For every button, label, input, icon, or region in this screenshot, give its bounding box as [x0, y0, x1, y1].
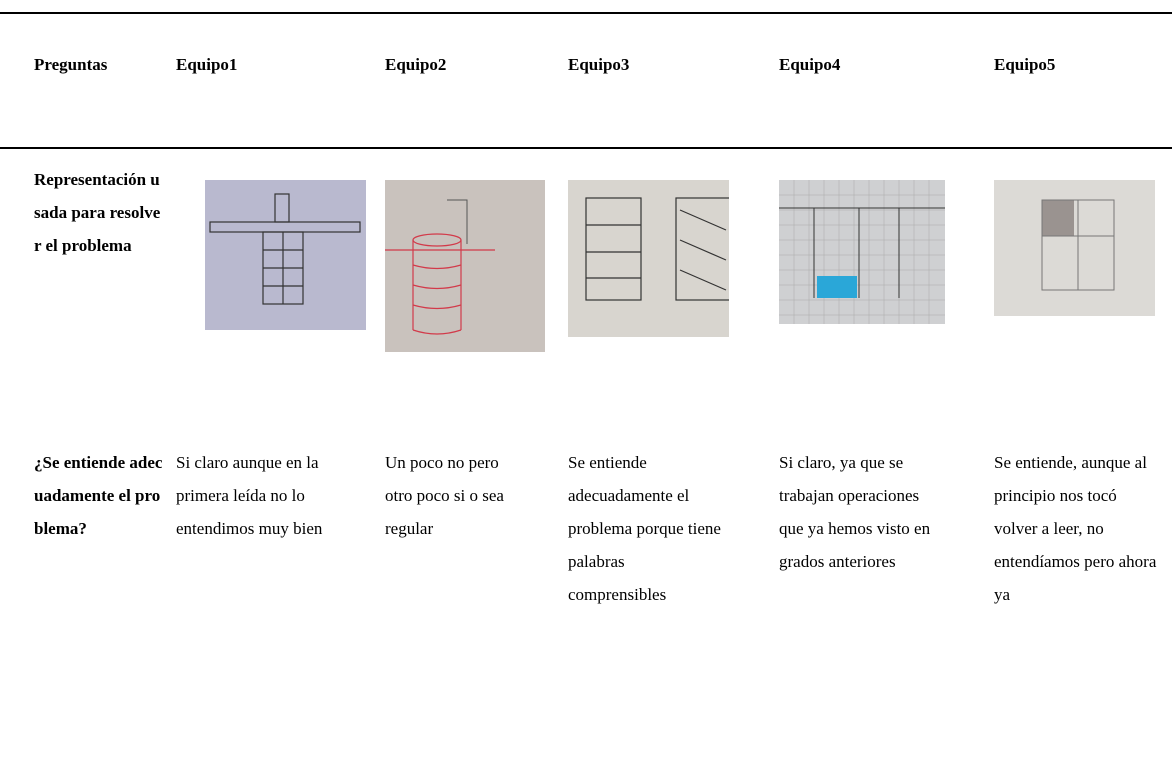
sketch-image: [205, 180, 366, 330]
sketch-image: [568, 180, 729, 337]
sketch-image: [994, 180, 1155, 316]
cell: Si claro, ya que se trabajan operaciones…: [779, 453, 931, 571]
header-cell: Equipo5: [994, 55, 1056, 74]
cell: Si claro aunque en la primera leída no l…: [176, 453, 323, 538]
header-cell: Equipo1: [176, 55, 238, 74]
sketch-image: [779, 180, 945, 324]
sketch-image: [385, 180, 545, 352]
top-rule: [0, 12, 1172, 14]
header-cell: Equipo4: [779, 55, 841, 74]
cell: Se entiende adecuadamente el problema po…: [568, 453, 721, 604]
cell: Un poco no pero otro poco si o sea regul…: [385, 453, 504, 538]
cell: Se entiende, aunque al principio nos toc…: [994, 453, 1157, 604]
row-label: ¿Se entiende adecuadamente el problema?: [34, 453, 163, 538]
header-cell: Equipo2: [385, 55, 447, 74]
header-rule: [0, 147, 1172, 149]
header-cell: Preguntas: [34, 55, 108, 74]
row-label: Representación usada para resolver el pr…: [34, 170, 161, 255]
header-cell: Equipo3: [568, 55, 630, 74]
